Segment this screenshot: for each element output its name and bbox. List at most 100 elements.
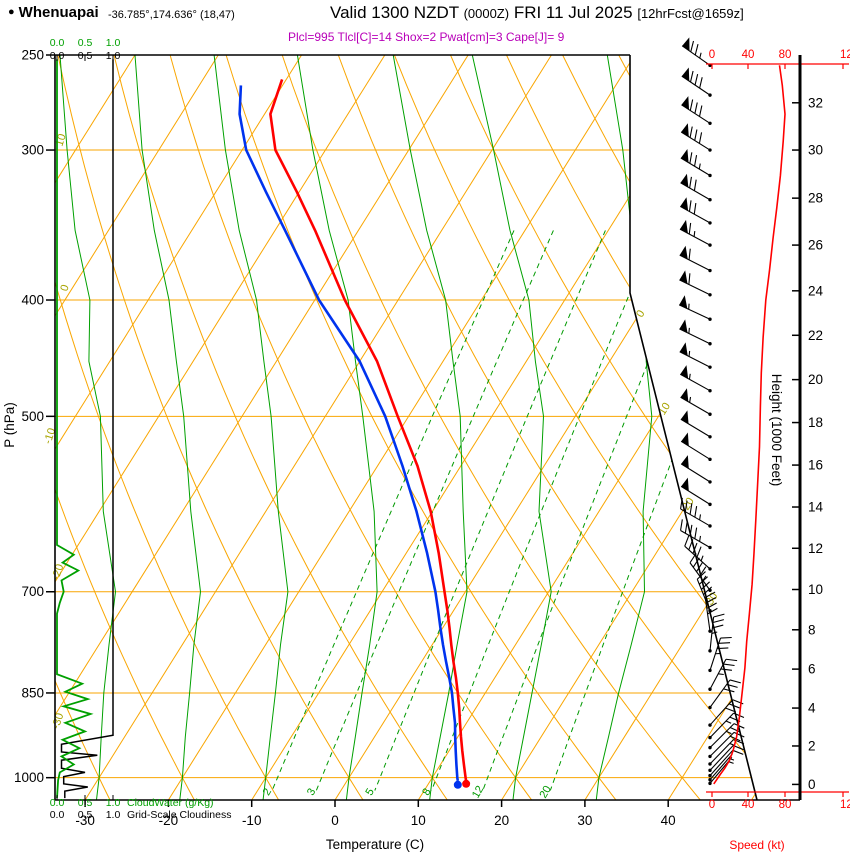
wind-barb bbox=[708, 749, 744, 778]
temperature-axis: -30 -20 -10 0 10 20 30 40 Temperature (C) bbox=[75, 800, 676, 852]
valid-zulu: (0000Z) bbox=[463, 6, 510, 21]
barb-full bbox=[684, 535, 690, 547]
barb-staff bbox=[679, 254, 711, 272]
barb-pennant bbox=[679, 342, 688, 356]
cloud-water-curve bbox=[56, 59, 94, 799]
barb-half bbox=[726, 730, 732, 735]
isotherm--40 bbox=[55, 55, 469, 800]
pressure-axis: 250 300 400 500 700 850 1000 P (hPa) bbox=[2, 48, 55, 785]
surface-temp-dot bbox=[462, 779, 471, 788]
mixing-ratio-line-2 bbox=[271, 230, 515, 791]
barb-staff bbox=[679, 351, 711, 368]
barb-full bbox=[694, 129, 698, 141]
adiabat-edge-label--30: -30 bbox=[50, 712, 66, 731]
barb-full bbox=[689, 176, 692, 189]
dry-adiabat-10 bbox=[113, 55, 449, 800]
cloudiness-scale-top-0.5: 0.5 bbox=[78, 50, 93, 62]
wind-barb bbox=[680, 519, 712, 550]
barb-staff bbox=[680, 396, 711, 415]
barb-pennant bbox=[681, 455, 689, 469]
cloudwater-scale-top-0.0: 0.0 bbox=[50, 37, 65, 49]
barb-full bbox=[698, 576, 708, 585]
barb-full bbox=[689, 70, 694, 83]
barb-full bbox=[729, 679, 741, 684]
cloudwater-scale-bottom-1.0: 1.0 bbox=[106, 797, 121, 809]
speed-axis-title: Speed (kt) bbox=[729, 838, 784, 852]
moist-adiabat-0 bbox=[296, 55, 378, 800]
wind-barb bbox=[680, 477, 712, 507]
valid-time: Valid 1300 NZDT bbox=[330, 3, 459, 22]
barb-full bbox=[688, 273, 691, 285]
skewt-grid bbox=[55, 55, 757, 800]
moist-adiabat--20 bbox=[134, 55, 202, 800]
barb-pennant bbox=[680, 149, 689, 163]
moist-adiabat--10 bbox=[213, 55, 289, 800]
temperature-curve bbox=[269, 78, 468, 782]
barb-full bbox=[720, 668, 733, 671]
isotherm-30 bbox=[584, 55, 757, 800]
wind-barb bbox=[708, 658, 738, 691]
barb-full bbox=[699, 566, 707, 577]
pressure-axis-title: P (hPa) bbox=[2, 402, 17, 448]
height-tick-label-24: 24 bbox=[808, 283, 824, 298]
pressure-tick-label-850: 850 bbox=[21, 685, 44, 700]
barb-full bbox=[690, 40, 695, 52]
speed-tick-label-40-1: 40 bbox=[742, 799, 755, 811]
barb-full bbox=[729, 735, 741, 742]
barb-staff bbox=[679, 228, 711, 246]
barb-staff bbox=[680, 508, 711, 527]
cloudiness-curve bbox=[60, 59, 114, 799]
cloudiness-scale-bottom-0.0: 0.0 bbox=[50, 809, 65, 821]
dry-adiabat-40 bbox=[281, 55, 702, 800]
temp-tick-label--30: -30 bbox=[75, 813, 95, 828]
dry-adiabat-50 bbox=[337, 55, 757, 800]
height-tick-label-18: 18 bbox=[808, 415, 823, 430]
wind-barb bbox=[708, 699, 744, 727]
adiabat-edge-label-0: 0 bbox=[58, 283, 71, 293]
speed-tick-label-12-0: 12 bbox=[840, 49, 850, 61]
mixing-ratio-line-3 bbox=[315, 230, 554, 791]
wind-barb bbox=[680, 388, 712, 416]
wind-barb bbox=[680, 173, 712, 202]
barb-full bbox=[712, 624, 724, 629]
barb-full bbox=[689, 152, 693, 164]
barb-full bbox=[694, 527, 698, 539]
height-tick-label-26: 26 bbox=[808, 238, 823, 253]
dry-adiabat-60 bbox=[393, 55, 757, 800]
cloudiness-title: Grid-Scale Cloudiness bbox=[127, 809, 231, 821]
dry-adiabats bbox=[55, 55, 757, 800]
green-lines bbox=[59, 55, 757, 800]
barb-full bbox=[701, 581, 710, 590]
barb-full bbox=[693, 202, 697, 215]
barb-staff bbox=[680, 182, 711, 201]
barb-full bbox=[717, 647, 729, 650]
barb-full bbox=[703, 586, 713, 595]
barb-staff bbox=[681, 104, 711, 124]
speed-curve bbox=[713, 65, 786, 785]
cloudwater-scale-top-0.5: 0.5 bbox=[78, 37, 93, 49]
barb-full bbox=[720, 636, 732, 639]
barb-staff bbox=[696, 579, 711, 611]
mixing-ratio-label-20: 20 bbox=[537, 784, 554, 801]
mixing-ratio-label-8: 8 bbox=[420, 786, 433, 797]
station-bullet-icon: ● bbox=[8, 6, 15, 18]
barb-full bbox=[689, 99, 694, 111]
temp-tick-label--10: -10 bbox=[242, 813, 262, 828]
wind-barb bbox=[680, 497, 712, 528]
wind-barb bbox=[680, 455, 712, 484]
barb-half bbox=[699, 535, 702, 542]
mixing-ratio-label-3: 3 bbox=[305, 786, 318, 797]
barb-pennant bbox=[679, 270, 688, 284]
barb-full bbox=[732, 749, 744, 755]
pressure-tick-label-700: 700 bbox=[21, 584, 44, 599]
wind-barb bbox=[679, 219, 712, 247]
wind-barb bbox=[679, 319, 712, 346]
barb-pennant bbox=[680, 388, 689, 402]
isotherm--60 bbox=[55, 55, 302, 800]
barb-pennant bbox=[680, 365, 689, 379]
pressure-tick-label-500: 500 bbox=[21, 409, 44, 424]
barb-full bbox=[725, 707, 737, 713]
dry-adiabat-80 bbox=[506, 55, 757, 800]
